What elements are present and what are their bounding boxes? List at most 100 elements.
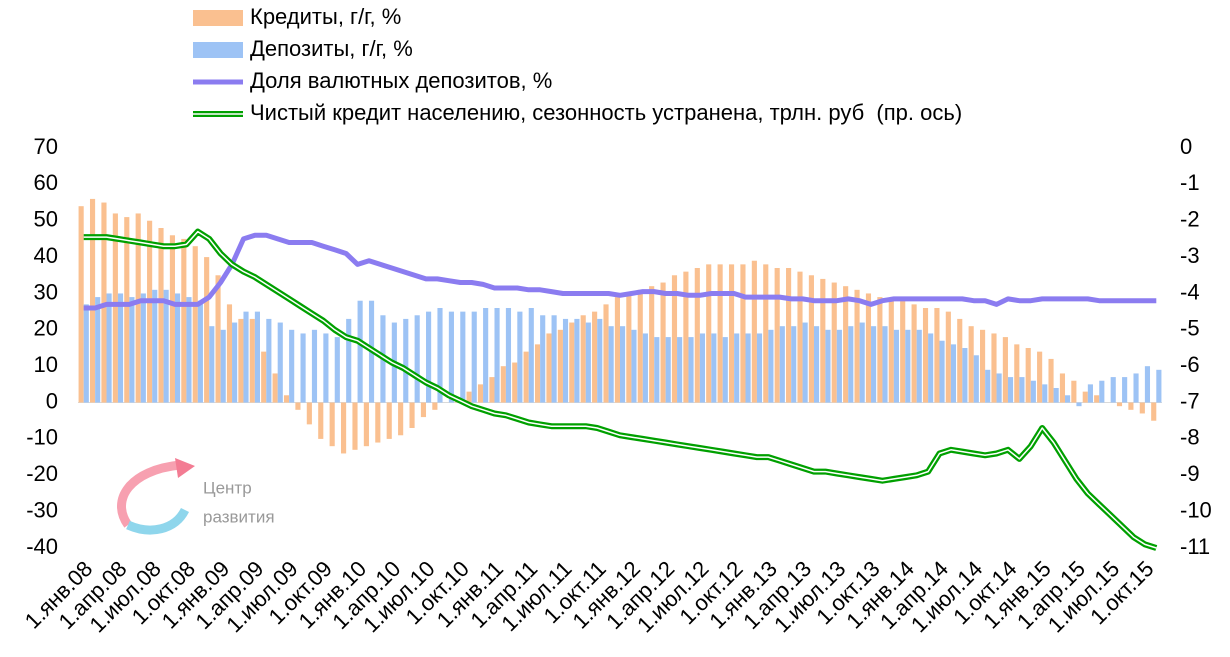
- bar: [448, 311, 454, 403]
- bar: [95, 297, 101, 403]
- bar: [996, 373, 1002, 403]
- bar: [1037, 351, 1043, 403]
- bar: [266, 318, 272, 403]
- bar: [751, 260, 757, 403]
- bar: [928, 333, 934, 403]
- y-tick-label: -30: [26, 497, 58, 522]
- bar: [802, 322, 808, 403]
- bar: [916, 329, 922, 403]
- bar: [1128, 402, 1134, 410]
- bar: [665, 337, 671, 403]
- bar: [300, 333, 306, 403]
- bar: [888, 300, 894, 403]
- bar: [89, 198, 96, 403]
- bar: [1151, 402, 1157, 421]
- bar: [357, 300, 363, 403]
- bar: [311, 329, 318, 403]
- bar: [226, 304, 233, 403]
- bar: [505, 308, 512, 403]
- bar: [991, 333, 997, 403]
- bar: [797, 271, 803, 403]
- bar: [574, 318, 580, 403]
- bar: [1139, 402, 1145, 414]
- bar: [204, 257, 210, 403]
- bar: [939, 340, 945, 403]
- bar: [551, 315, 557, 403]
- bar: [500, 366, 506, 403]
- bar: [129, 297, 135, 403]
- bar: [882, 326, 888, 403]
- y2-tick-label: -1: [1180, 170, 1200, 195]
- bar: [779, 326, 785, 403]
- bar: [614, 297, 620, 403]
- bar: [1071, 380, 1077, 403]
- bar: [677, 337, 683, 403]
- bar: [534, 344, 541, 403]
- y2-tick-label: -11: [1180, 534, 1210, 559]
- y-tick-label: 30: [34, 279, 58, 304]
- legend-swatch: [193, 42, 243, 58]
- bar: [626, 293, 632, 403]
- bar: [254, 311, 260, 403]
- bar: [489, 377, 495, 403]
- bar: [1059, 373, 1066, 403]
- bar: [1048, 358, 1054, 403]
- bar: [843, 286, 849, 403]
- bar: [825, 329, 831, 403]
- bar: [197, 300, 203, 403]
- legend-label: Депозиты, г/г, %: [250, 36, 413, 61]
- bar: [528, 308, 534, 403]
- bar: [763, 264, 769, 403]
- bar: [323, 333, 329, 403]
- bar: [261, 351, 267, 403]
- y-tick-label: 0: [46, 388, 58, 413]
- bar: [346, 318, 352, 403]
- bar: [893, 329, 899, 403]
- bar: [740, 264, 746, 403]
- bar: [209, 326, 215, 403]
- bar: [1007, 377, 1014, 403]
- bar: [585, 322, 591, 403]
- bar: [140, 293, 146, 403]
- line-highlight: [83, 230, 1157, 549]
- y2-tick-label: 0: [1180, 134, 1192, 159]
- bar: [900, 300, 906, 403]
- y2-tick-label: -4: [1180, 279, 1200, 304]
- y2-tick-label: -3: [1180, 243, 1200, 268]
- bar: [717, 264, 723, 403]
- bar: [106, 293, 112, 403]
- bar: [375, 402, 381, 443]
- y-tick-label: 20: [34, 316, 58, 341]
- bar: [957, 318, 963, 403]
- bar: [557, 329, 563, 403]
- bar: [985, 369, 991, 403]
- bar: [546, 333, 552, 403]
- bar: [945, 311, 951, 403]
- bar: [1076, 402, 1082, 407]
- bar: [1053, 388, 1059, 403]
- bar: [117, 293, 124, 403]
- bar: [671, 275, 678, 403]
- bar: [363, 402, 369, 447]
- bar: [174, 293, 181, 403]
- y2-tick-label: -10: [1180, 497, 1212, 522]
- bar: [471, 311, 477, 403]
- y2-tick-label: -2: [1180, 207, 1200, 232]
- bar: [334, 337, 340, 403]
- y-tick-label: 60: [34, 170, 58, 195]
- bar: [836, 329, 842, 403]
- bar: [289, 329, 295, 403]
- bar: [540, 315, 546, 403]
- legend-label: Чистый кредит населению, сезонность устр…: [250, 100, 962, 125]
- legend-label: Доля валютных депозитов, %: [250, 68, 552, 93]
- bar: [483, 308, 489, 403]
- bar: [466, 391, 472, 403]
- bar: [232, 322, 238, 403]
- bar: [1110, 377, 1116, 403]
- bar: [608, 326, 614, 403]
- y-tick-label: -40: [26, 534, 58, 559]
- bar: [1025, 348, 1031, 403]
- bar: [398, 402, 404, 436]
- watermark: Центр развития: [117, 458, 275, 535]
- logo-arc: [117, 460, 181, 528]
